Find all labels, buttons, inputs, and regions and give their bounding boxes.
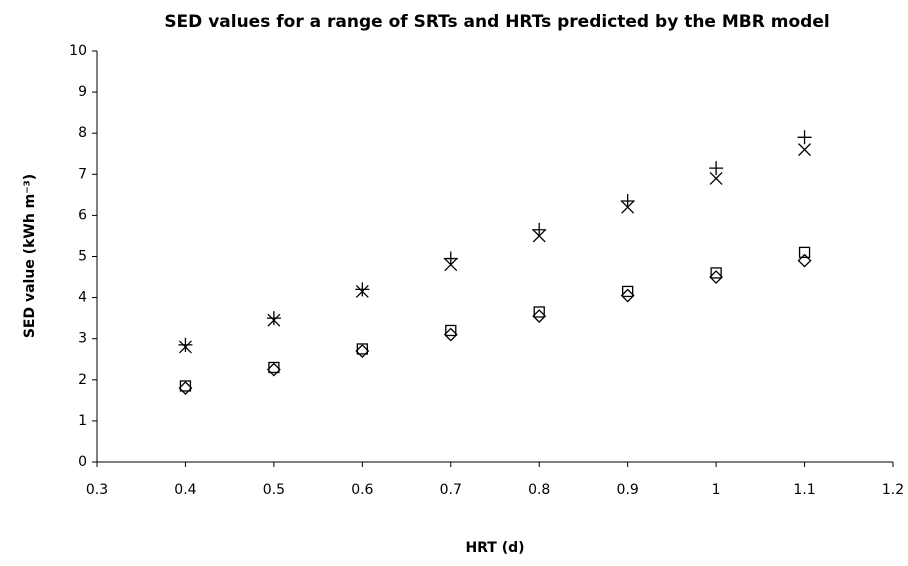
marker [532, 229, 546, 243]
marker [178, 337, 193, 352]
marker [797, 253, 812, 268]
x-tick-label: 1 [712, 482, 721, 498]
y-tick-label: 9 [78, 84, 87, 100]
marker [266, 362, 281, 377]
marker [443, 251, 458, 266]
x-tick-label: 0.8 [528, 482, 550, 498]
y-tick-label: 4 [78, 290, 87, 306]
x-tick-label: 0.5 [263, 482, 285, 498]
x-tick-label: 1.1 [793, 482, 815, 498]
marker [444, 258, 458, 272]
marker [443, 327, 458, 342]
marker [622, 285, 634, 298]
y-axis-label: SED value (kWh m⁻³) [22, 174, 38, 338]
y-tick-label: 6 [78, 207, 87, 223]
x-tick-label: 0.7 [440, 482, 462, 498]
marker [709, 171, 723, 185]
x-tick-label: 0.3 [86, 482, 108, 498]
marker [621, 200, 635, 214]
marker [267, 313, 281, 327]
x-tick-label: 0.9 [617, 482, 639, 498]
marker [355, 344, 370, 358]
marker [266, 311, 281, 326]
y-tick-label: 2 [78, 372, 87, 388]
marker [797, 130, 812, 145]
marker [620, 194, 635, 209]
marker [709, 161, 724, 176]
marker [179, 380, 192, 392]
x-tick-label: 0.6 [351, 482, 373, 498]
marker [533, 306, 545, 318]
x-axis-label: HRT (d) [465, 540, 524, 556]
marker [710, 267, 722, 279]
marker [798, 143, 812, 157]
marker [532, 222, 547, 237]
marker [798, 246, 811, 259]
marker [709, 270, 724, 284]
marker [356, 343, 368, 355]
marker [620, 288, 635, 303]
chart-title: SED values for a range of SRTs and HRTs … [164, 12, 829, 32]
marker [178, 340, 192, 354]
marker [178, 381, 193, 395]
y-tick-label: 1 [78, 413, 87, 429]
x-tick-label: 0.4 [174, 482, 196, 498]
y-tick-label: 0 [78, 454, 87, 470]
marker [445, 324, 457, 337]
y-tick-label: 8 [78, 125, 87, 141]
marker [268, 361, 280, 374]
marker [355, 282, 370, 297]
y-tick-label: 3 [78, 331, 87, 347]
marker [532, 309, 547, 324]
marker [355, 284, 369, 298]
x-tick-label: 1.2 [882, 482, 904, 498]
y-tick-label: 7 [78, 166, 87, 182]
y-tick-label: 5 [78, 249, 87, 265]
y-tick-label: 10 [69, 43, 87, 59]
